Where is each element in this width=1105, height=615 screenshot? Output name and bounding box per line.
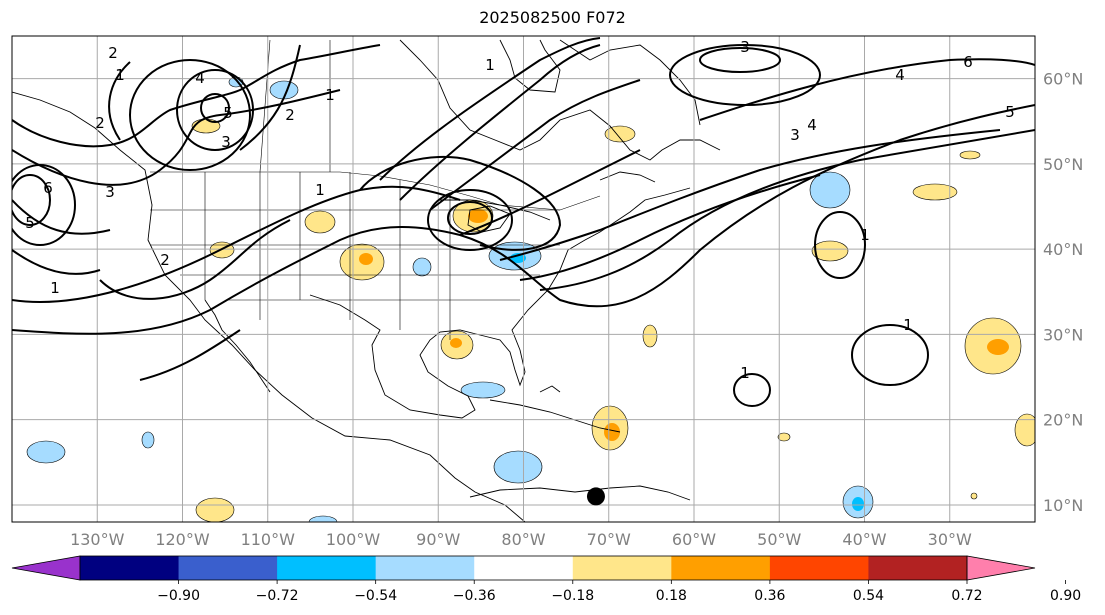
pos-patch-core <box>468 209 488 223</box>
lon-tick-label: 30°W <box>928 530 972 549</box>
contour-label: 2 <box>285 106 295 124</box>
colorbar-segment <box>671 556 771 580</box>
lat-tick-label: 10°N <box>1043 496 1083 515</box>
pos-patch <box>304 210 336 234</box>
pos-patch <box>642 324 658 348</box>
contour-label: 6 <box>43 179 53 197</box>
neg-patch <box>809 171 851 209</box>
storm-center-marker <box>586 487 605 506</box>
contour-label: 1 <box>740 364 750 382</box>
contour-label: 3 <box>105 183 115 201</box>
colorbar-tick-labels: −0.90 −0.72 −0.54 −0.36 −0.18 0.18 0.36 0.54 0.7… <box>157 580 1081 604</box>
contour-label: 2 <box>160 251 170 269</box>
contour-label: 1 <box>860 226 870 244</box>
contour-label: 4 <box>807 116 817 134</box>
lon-tick-label: 40°W <box>842 530 886 549</box>
pos-patch <box>811 240 849 262</box>
neg-patch <box>308 515 338 522</box>
anomaly-fill-patches <box>26 76 1035 522</box>
neg-patch <box>26 440 66 464</box>
colorbar-extend-high <box>966 555 1036 581</box>
contour-label: 4 <box>895 66 905 84</box>
lon-tick-label: 80°W <box>501 530 545 549</box>
colorbar-tick-label: 0.36 <box>754 588 785 604</box>
colorbar-tick-label: 0.54 <box>853 588 884 604</box>
lat-tick-label: 40°N <box>1043 240 1083 259</box>
state-borders <box>150 39 601 340</box>
latitude-tick-labels: 60°N 50°N 40°N 30°N 20°N 10°N <box>1043 70 1083 515</box>
contour-label: 1 <box>903 316 913 334</box>
pos-patch-core <box>359 253 373 265</box>
contour-label: 1 <box>485 56 495 74</box>
colorbar-segment <box>572 556 672 580</box>
contour-lines <box>12 37 1035 407</box>
colorbar-tick-label: 0.18 <box>656 588 687 604</box>
neg-patch <box>412 257 432 277</box>
lon-tick-label: 90°W <box>416 530 460 549</box>
pos-patch-core <box>604 423 620 441</box>
pos-patch <box>970 492 978 500</box>
contour-label: 1 <box>115 66 125 84</box>
pos-patch-core <box>987 339 1009 355</box>
contour-label: 2 <box>108 44 118 62</box>
contour-label: 2 <box>95 114 105 132</box>
pos-patch <box>604 125 636 143</box>
contour-label: 3 <box>740 38 750 56</box>
map-title: 2025082500 F072 <box>479 8 626 27</box>
colorbar-segment <box>769 556 869 580</box>
contour-label: 1 <box>315 181 325 199</box>
colorbar-segment <box>868 556 968 580</box>
lon-tick-label: 110°W <box>241 530 296 549</box>
colorbar-tick-label: −0.90 <box>157 588 200 604</box>
map-frame <box>11 35 1036 523</box>
contour-label: 1 <box>325 86 335 104</box>
colorbar <box>11 555 1036 581</box>
pos-patch <box>777 432 791 442</box>
colorbar-tick-label: −0.18 <box>551 588 594 604</box>
contour-label: 5 <box>25 214 35 232</box>
contour-label: 5 <box>223 104 233 122</box>
colorbar-tick-label: 0.90 <box>1050 588 1081 604</box>
contour-label: 1 <box>50 279 60 297</box>
colorbar-segment <box>80 556 180 580</box>
lon-tick-label: 50°W <box>757 530 801 549</box>
pos-patch <box>1014 413 1035 447</box>
lat-tick-label: 60°N <box>1043 70 1083 89</box>
lon-tick-label: 100°W <box>326 530 381 549</box>
contour-label: 4 <box>195 69 205 87</box>
contour-label: 6 <box>963 53 973 71</box>
colorbar-frame <box>79 555 968 581</box>
longitude-tick-labels: 130°W 120°W 110°W 100°W 90°W 80°W 70°W 60°W 50°W… <box>70 530 972 549</box>
pos-patch <box>195 497 235 522</box>
contour-label: 5 <box>1005 103 1015 121</box>
colorbar-segment <box>474 556 574 580</box>
pos-patch-core <box>450 338 462 348</box>
pos-patch <box>912 183 958 201</box>
colorbar-tick-label: 0.72 <box>951 588 982 604</box>
lon-tick-label: 70°W <box>587 530 631 549</box>
colorbar-segment <box>178 556 278 580</box>
neg-patch <box>460 381 506 399</box>
colorbar-tick-label: −0.72 <box>256 588 299 604</box>
colorbar-segment <box>375 556 475 580</box>
neg-patch <box>493 450 543 484</box>
colorbar-tick-label: −0.36 <box>453 588 496 604</box>
colorbar-extend-low <box>11 555 81 581</box>
lon-tick-label: 60°W <box>672 530 716 549</box>
lon-tick-label: 120°W <box>155 530 210 549</box>
pos-patch <box>959 150 981 160</box>
neg-patch <box>141 431 155 449</box>
lat-tick-label: 20°N <box>1043 411 1083 430</box>
colorbar-tick-label: −0.54 <box>354 588 397 604</box>
colorbar-segment <box>277 556 377 580</box>
lat-tick-label: 30°N <box>1043 325 1083 344</box>
neg-patch-core <box>852 497 864 511</box>
contour-label: 3 <box>790 126 800 144</box>
lon-tick-label: 130°W <box>70 530 125 549</box>
lat-tick-label: 50°N <box>1043 155 1083 174</box>
contour-label: 3 <box>221 133 231 151</box>
